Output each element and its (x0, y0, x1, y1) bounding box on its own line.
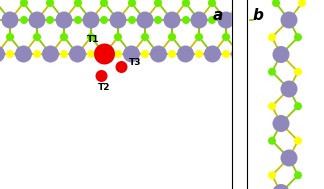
Circle shape (268, 137, 276, 145)
Circle shape (69, 46, 86, 63)
Circle shape (281, 149, 297, 167)
Circle shape (110, 12, 126, 29)
Circle shape (281, 12, 297, 29)
Circle shape (114, 33, 122, 41)
Circle shape (29, 12, 45, 29)
Text: T2: T2 (98, 83, 110, 92)
Circle shape (87, 33, 95, 41)
Circle shape (177, 46, 194, 63)
Text: T3: T3 (129, 58, 141, 67)
Circle shape (141, 33, 149, 41)
Circle shape (60, 33, 68, 41)
Text: a: a (213, 8, 223, 23)
Circle shape (272, 115, 290, 132)
Circle shape (136, 12, 154, 29)
Circle shape (96, 70, 108, 82)
Circle shape (182, 0, 190, 7)
Circle shape (222, 33, 230, 41)
Circle shape (208, 16, 216, 24)
Circle shape (268, 102, 276, 110)
Circle shape (2, 12, 18, 29)
Circle shape (164, 12, 180, 29)
Circle shape (6, 33, 14, 41)
Text: T1: T1 (87, 35, 99, 44)
Circle shape (33, 50, 41, 58)
Circle shape (294, 102, 302, 110)
Circle shape (115, 61, 128, 73)
Circle shape (204, 46, 221, 63)
Circle shape (87, 50, 95, 58)
Circle shape (114, 50, 122, 58)
Circle shape (33, 33, 41, 41)
Circle shape (128, 16, 136, 24)
Circle shape (55, 12, 73, 29)
Circle shape (281, 81, 297, 98)
Circle shape (154, 16, 162, 24)
Circle shape (6, 33, 14, 41)
Circle shape (195, 33, 203, 41)
Circle shape (20, 16, 28, 24)
Circle shape (46, 16, 54, 24)
Circle shape (114, 33, 122, 41)
Circle shape (168, 33, 176, 41)
Circle shape (222, 33, 230, 41)
Circle shape (15, 46, 32, 63)
Circle shape (154, 0, 162, 7)
Circle shape (294, 137, 302, 145)
Circle shape (298, 0, 306, 7)
Circle shape (0, 46, 5, 63)
Circle shape (272, 0, 280, 7)
Circle shape (272, 184, 290, 189)
Text: b: b (253, 8, 264, 23)
Circle shape (168, 50, 176, 58)
Circle shape (294, 68, 302, 76)
Circle shape (87, 33, 95, 41)
Circle shape (74, 0, 82, 7)
Circle shape (195, 50, 203, 58)
Circle shape (123, 46, 140, 63)
Circle shape (182, 16, 190, 24)
Circle shape (191, 12, 207, 29)
Circle shape (83, 12, 99, 29)
Circle shape (222, 50, 230, 58)
Circle shape (96, 46, 113, 63)
Circle shape (60, 50, 68, 58)
Circle shape (20, 0, 28, 7)
Circle shape (268, 68, 276, 76)
Circle shape (100, 0, 108, 7)
Circle shape (94, 43, 115, 64)
Circle shape (141, 33, 149, 41)
Circle shape (294, 171, 302, 179)
Circle shape (231, 46, 248, 63)
Circle shape (272, 46, 290, 63)
Circle shape (42, 46, 59, 63)
Circle shape (217, 12, 235, 29)
Circle shape (74, 0, 82, 7)
Circle shape (33, 33, 41, 41)
Circle shape (268, 171, 276, 179)
Circle shape (168, 33, 176, 41)
Circle shape (74, 16, 82, 24)
Circle shape (208, 0, 216, 7)
Circle shape (268, 33, 276, 41)
Circle shape (60, 33, 68, 41)
Circle shape (20, 0, 28, 7)
Circle shape (46, 0, 54, 7)
Circle shape (128, 0, 136, 7)
Circle shape (208, 0, 216, 7)
Circle shape (100, 0, 108, 7)
Circle shape (128, 0, 136, 7)
Circle shape (195, 33, 203, 41)
Circle shape (236, 0, 244, 7)
Circle shape (141, 50, 149, 58)
Circle shape (100, 16, 108, 24)
Circle shape (150, 46, 167, 63)
Circle shape (182, 0, 190, 7)
Circle shape (154, 0, 162, 7)
Circle shape (294, 33, 302, 41)
Circle shape (6, 50, 14, 58)
Circle shape (236, 16, 244, 24)
Circle shape (46, 0, 54, 7)
